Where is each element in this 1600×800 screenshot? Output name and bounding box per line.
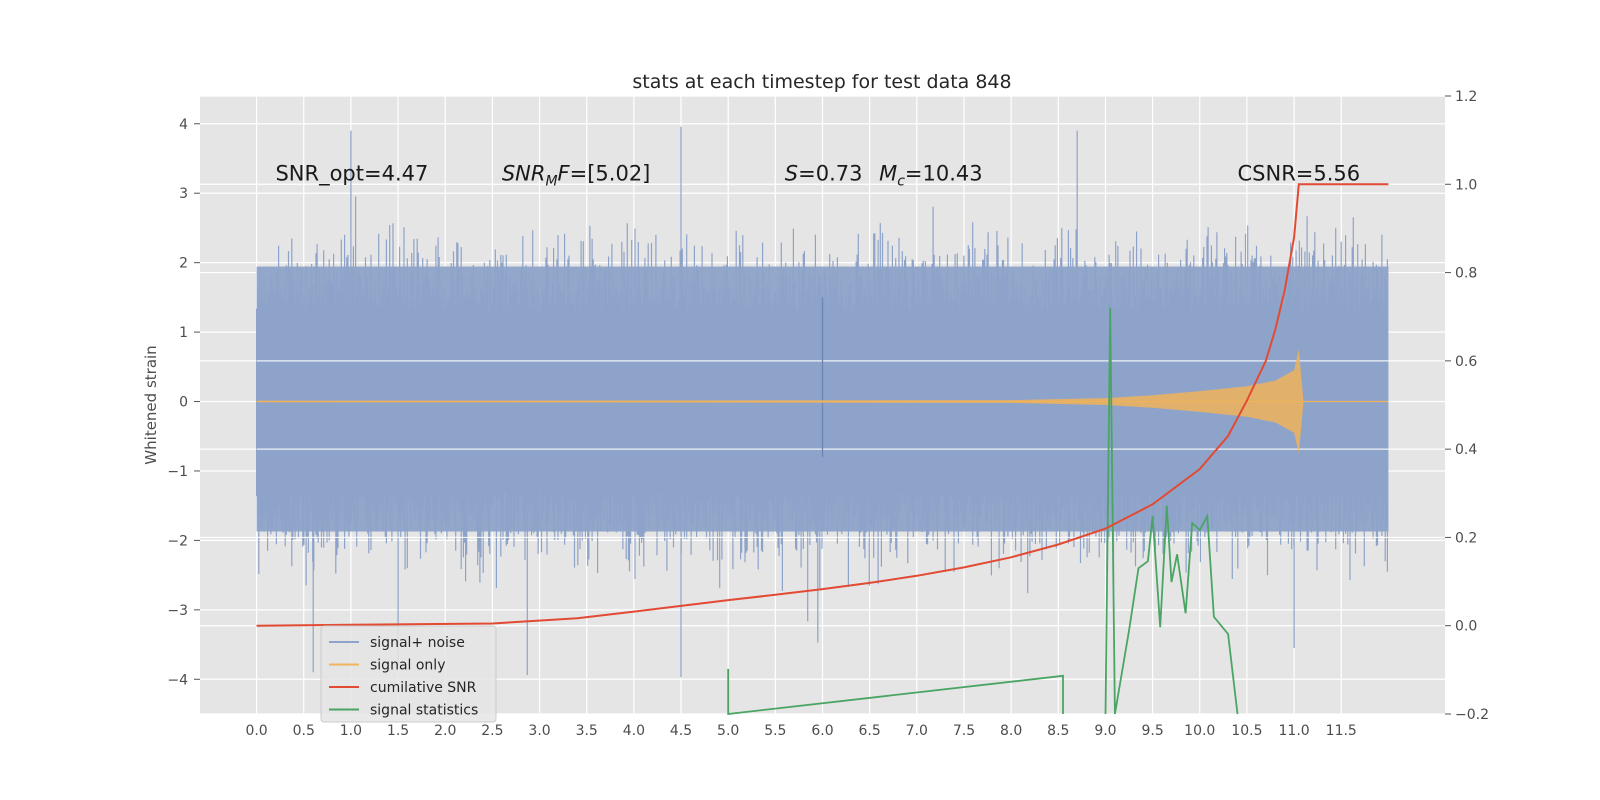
y2-tick-label: 0.0 — [1455, 619, 1477, 635]
x-tick-label: 4.0 — [623, 723, 645, 739]
legend-label: signal only — [370, 658, 445, 674]
chart-title: stats at each timestep for test data 848 — [632, 71, 1011, 93]
y-tick-label: −1 — [167, 464, 188, 480]
y2-tick-label: 1.0 — [1455, 177, 1477, 193]
x-tick-label: 7.0 — [906, 723, 928, 739]
x-tick-label: 11.5 — [1326, 723, 1357, 739]
x-tick-label: 11.0 — [1279, 723, 1310, 739]
y-tick-label: 1 — [179, 325, 188, 341]
x-tick-label: 1.5 — [387, 723, 409, 739]
y2-tick-label: 0.2 — [1455, 530, 1477, 546]
x-tick-label: 6.5 — [859, 723, 881, 739]
legend-box — [320, 625, 497, 723]
x-tick-label: 0.5 — [293, 723, 315, 739]
legend: signal+ noise signal only cumilative SNR si… — [320, 625, 497, 723]
x-tick-label: 8.0 — [1000, 723, 1022, 739]
y-tick-label: −4 — [167, 672, 188, 688]
y2-tick-label: −0.2 — [1455, 707, 1489, 723]
annotation-text: CSNR=5.56 — [1238, 162, 1361, 186]
annotation-text: SNR_opt=4.47 — [275, 162, 428, 187]
x-tick-label: 10.0 — [1184, 723, 1215, 739]
annotation-text: S=0.73 — [785, 162, 863, 186]
y-tick-label: −3 — [167, 603, 188, 619]
y2-axis-ticks: −0.2 0.0 0.2 0.4 0.6 0.8 1.0 1.2 — [1445, 89, 1489, 723]
y2-tick-label: 1.2 — [1455, 89, 1477, 105]
cumulative-snr-series — [256, 183, 1389, 627]
x-tick-label: 7.5 — [953, 723, 975, 739]
annotations: SNR_opt=4.47 SNRMF=[5.02] S=0.73 Mc=10.43 CS… — [275, 162, 1360, 190]
x-tick-label: 9.5 — [1141, 723, 1163, 739]
y-tick-label: 0 — [179, 395, 188, 411]
y2-tick-label: 0.4 — [1455, 442, 1477, 458]
legend-label: signal statistics — [370, 703, 478, 719]
x-tick-label: 9.0 — [1094, 723, 1116, 739]
x-tick-label: 3.5 — [576, 723, 598, 739]
signal-statistics-series — [727, 307, 1239, 716]
signal-only-series — [256, 349, 1389, 454]
x-tick-label: 3.0 — [528, 723, 550, 739]
signal-statistics-line — [727, 307, 1239, 716]
y2-tick-label: 0.8 — [1455, 266, 1477, 282]
x-tick-label: 5.5 — [764, 723, 786, 739]
x-tick-label: 5.0 — [717, 723, 739, 739]
y2-tick-label: 0.6 — [1455, 354, 1477, 370]
legend-label: cumilative SNR — [370, 680, 477, 696]
x-tick-label: 4.5 — [670, 723, 692, 739]
cumulative-snr-line — [256, 183, 1389, 627]
x-tick-label: 2.5 — [481, 723, 503, 739]
x-tick-label: 6.0 — [811, 723, 833, 739]
legend-label: signal+ noise — [370, 635, 465, 651]
y-axis-label: Whitened strain — [142, 345, 160, 464]
y-tick-label: −2 — [167, 533, 188, 549]
signal-only-envelope — [256, 349, 1389, 454]
y-tick-label: 4 — [179, 117, 188, 133]
x-tick-label: 0.0 — [245, 723, 267, 739]
x-axis-ticks: 0.0 0.5 1.0 1.5 2.0 2.5 3.0 3.5 4.0 4.5 5.0 5.5 6.0 6… — [245, 723, 1356, 739]
annotation-text: SNRMF=[5.02] — [502, 162, 651, 190]
x-tick-label: 10.5 — [1231, 723, 1262, 739]
annotation-text: Mc=10.43 — [879, 162, 983, 190]
y-tick-label: 2 — [179, 256, 188, 272]
x-tick-label: 8.5 — [1047, 723, 1069, 739]
x-tick-label: 1.0 — [340, 723, 362, 739]
y-axis-ticks: −4 −3 −2 −1 0 1 2 3 4 — [167, 117, 200, 688]
y-tick-label: 3 — [179, 186, 188, 202]
x-tick-label: 2.0 — [434, 723, 456, 739]
